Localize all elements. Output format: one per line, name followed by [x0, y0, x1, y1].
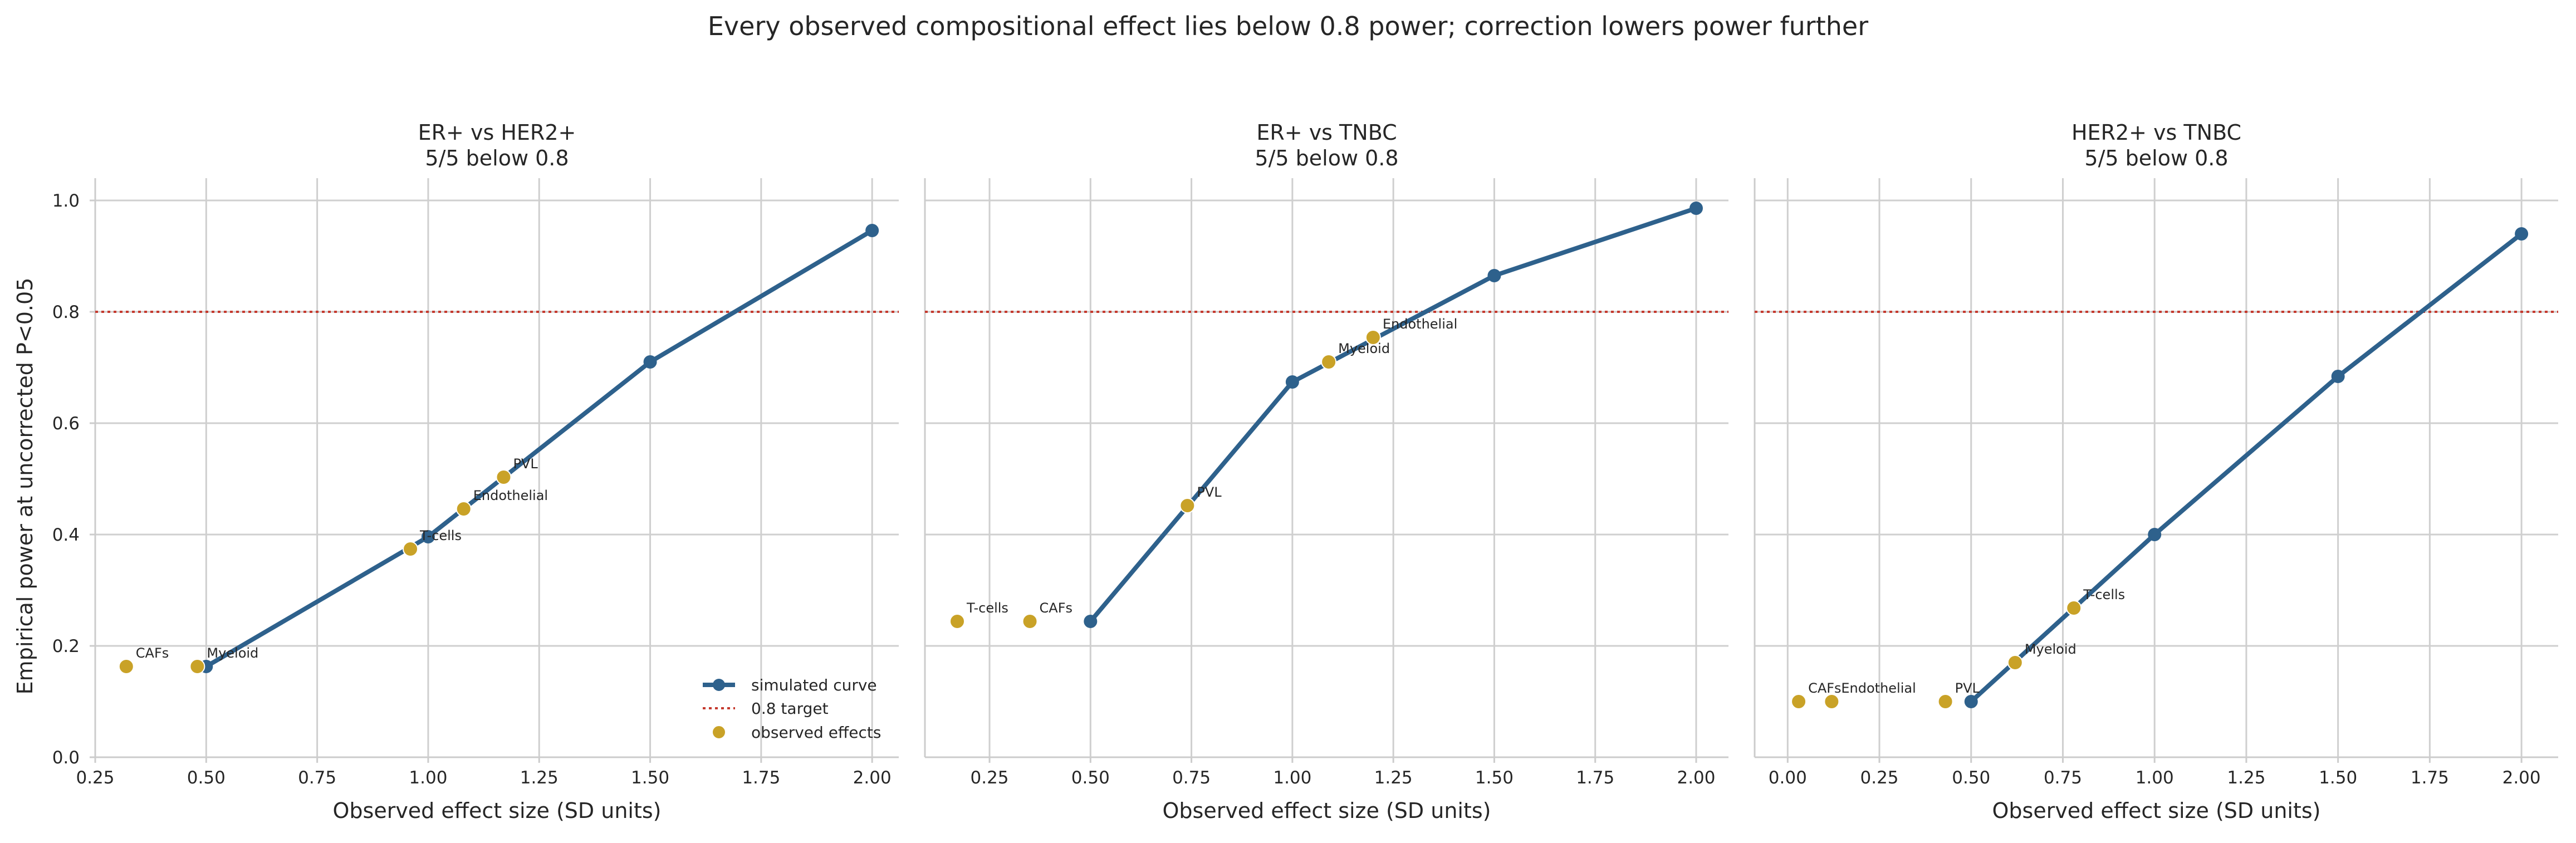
simulated-curve-line	[1968, 232, 2524, 704]
simulated-curve-point	[643, 355, 657, 369]
panel-title: HER2+ vs TNBC	[2071, 120, 2241, 145]
x-tick-label: 1.00	[2136, 768, 2174, 788]
x-tick-label: 1.75	[742, 768, 780, 788]
x-tick-label: 0.25	[971, 768, 1009, 788]
observed-effect-label: Endothelial	[1841, 680, 1916, 696]
simulated-curve-point	[1487, 269, 1501, 282]
observed-effect-point	[1791, 694, 1807, 709]
legend-label: simulated curve	[751, 676, 877, 694]
x-tick-label: 2.00	[853, 768, 892, 788]
observed-effect-point	[1365, 330, 1381, 345]
y-tick-label: 0.4	[52, 525, 80, 545]
observed-effect-point	[456, 501, 472, 517]
observed-effect-label: T-cells	[419, 528, 462, 543]
simulated-curve-point	[1285, 375, 1299, 389]
y-tick-label: 0.6	[52, 414, 80, 434]
y-tick-label: 0.8	[52, 302, 80, 322]
observed-effect-label: CAFs	[1040, 600, 1072, 616]
figure-title: Every observed compositional effect lies…	[708, 11, 1868, 41]
x-tick-label: 1.50	[631, 768, 669, 788]
panel-subtitle: 5/5 below 0.8	[1255, 146, 1398, 170]
observed-effect-label: Myeloid	[2025, 641, 2077, 657]
observed-effect-point	[403, 541, 419, 557]
panel-subtitle: 5/5 below 0.8	[425, 146, 569, 170]
y-tick-label: 0.2	[52, 636, 80, 656]
observed-effect-label: CAFs	[136, 645, 169, 661]
x-tick-label: 1.00	[409, 768, 447, 788]
x-tick-label: 1.75	[2411, 768, 2449, 788]
panel-title: ER+ vs HER2+	[418, 120, 576, 145]
x-tick-label: 0.50	[1952, 768, 1990, 788]
observed-effect-point	[1937, 694, 1953, 709]
panel-2: 0.25 0.50 0.75 1.00 1.25 1.50 1.75 2.00 ER+ vs T…	[924, 120, 1728, 823]
y-tick-label: 1.0	[52, 191, 80, 211]
observed-effect-point	[2066, 600, 2082, 616]
y-axis-label: Empirical power at uncorrected P<0.05	[13, 278, 37, 695]
simulated-curve-point	[421, 530, 435, 543]
x-tick-label: 1.25	[520, 768, 559, 788]
x-tick-label: 0.25	[76, 768, 114, 788]
observed-effect-point	[118, 659, 134, 674]
observed-effect-label: Endothelial	[1383, 316, 1457, 332]
observed-effect-point	[1824, 694, 1840, 709]
observed-effect-point	[1179, 498, 1196, 513]
panel-title: ER+ vs TNBC	[1256, 120, 1397, 145]
simulated-curve-point	[2148, 528, 2162, 541]
y-tick-label: 0.0	[52, 748, 80, 768]
simulated-curve-point	[1964, 695, 1978, 708]
simulated-curve-point	[1689, 202, 1703, 215]
observed-effect-point	[1022, 614, 1038, 629]
simulated-curve-point	[865, 224, 879, 237]
observed-effect-point	[2007, 655, 2023, 670]
x-tick-label: 1.25	[2227, 768, 2265, 788]
x-tick-label: 2.00	[2502, 768, 2541, 788]
observed-effect-label: Myeloid	[1338, 341, 1390, 356]
observed-effect-point	[949, 614, 966, 629]
observed-effect-label: PVL	[513, 456, 538, 472]
simulated-curve-line	[204, 228, 875, 669]
x-tick-label: 1.25	[1374, 768, 1413, 788]
simulated-curve-point	[2515, 227, 2529, 241]
x-tick-label: 1.50	[1475, 768, 1514, 788]
observed-effect-point	[1321, 354, 1337, 370]
gridlines	[1755, 178, 2558, 758]
x-tick-label: 0.75	[2044, 768, 2082, 788]
observed-effect-label: PVL	[1955, 680, 1980, 696]
x-tick-label: 0.25	[1860, 768, 1899, 788]
x-tick-label: 1.50	[2319, 768, 2357, 788]
x-tick-label: 2.00	[1677, 768, 1715, 788]
observed-effect-label: Endothelial	[473, 488, 548, 503]
observed-effect-label: CAFs	[1808, 680, 1841, 696]
x-tick-label: 1.00	[1273, 768, 1311, 788]
gridlines	[925, 178, 1728, 758]
observed-effect-point	[189, 659, 205, 674]
x-tick-label: 1.75	[1576, 768, 1614, 788]
legend-label: 0.8 target	[751, 699, 829, 718]
x-tick-label: 0.50	[187, 768, 226, 788]
legend: simulated curve 0.8 target observed effect…	[703, 676, 881, 742]
observed-effect-label: PVL	[1197, 484, 1222, 500]
gridlines	[94, 178, 899, 758]
legend-observed-marker	[712, 725, 726, 739]
panel-1: 0.25 0.50 0.75 1.00 1.25 1.50 1.75 2.00 0.0 0.2 0.…	[52, 120, 899, 823]
panel-3: 0.00 0.25 0.50 0.75 1.00 1.25 1.50 1.75 2.00 HER2…	[1754, 120, 2558, 823]
x-tick-label: 0.50	[1071, 768, 1110, 788]
observed-effect-label: T-cells	[2083, 587, 2125, 602]
panel-subtitle: 5/5 below 0.8	[2084, 146, 2228, 170]
panels: 0.25 0.50 0.75 1.00 1.25 1.50 1.75 2.00 0.0 0.2 0.…	[52, 120, 2558, 823]
legend-curve-marker	[713, 679, 725, 691]
x-axis-label: Observed effect size (SD units)	[332, 798, 661, 823]
simulated-curve-point	[2331, 370, 2345, 383]
x-axis-label: Observed effect size (SD units)	[1992, 798, 2320, 823]
observed-effect-point	[496, 469, 512, 485]
observed-effect-label: T-cells	[966, 600, 1008, 616]
x-tick-label: 0.75	[1172, 768, 1211, 788]
x-tick-label: 0.75	[298, 768, 336, 788]
simulated-curve-point	[1084, 615, 1098, 628]
x-axis-label: Observed effect size (SD units)	[1162, 798, 1491, 823]
observed-effect-label: Myeloid	[207, 645, 258, 661]
legend-label: observed effects	[751, 723, 881, 742]
x-tick-label: 0.00	[1769, 768, 1807, 788]
